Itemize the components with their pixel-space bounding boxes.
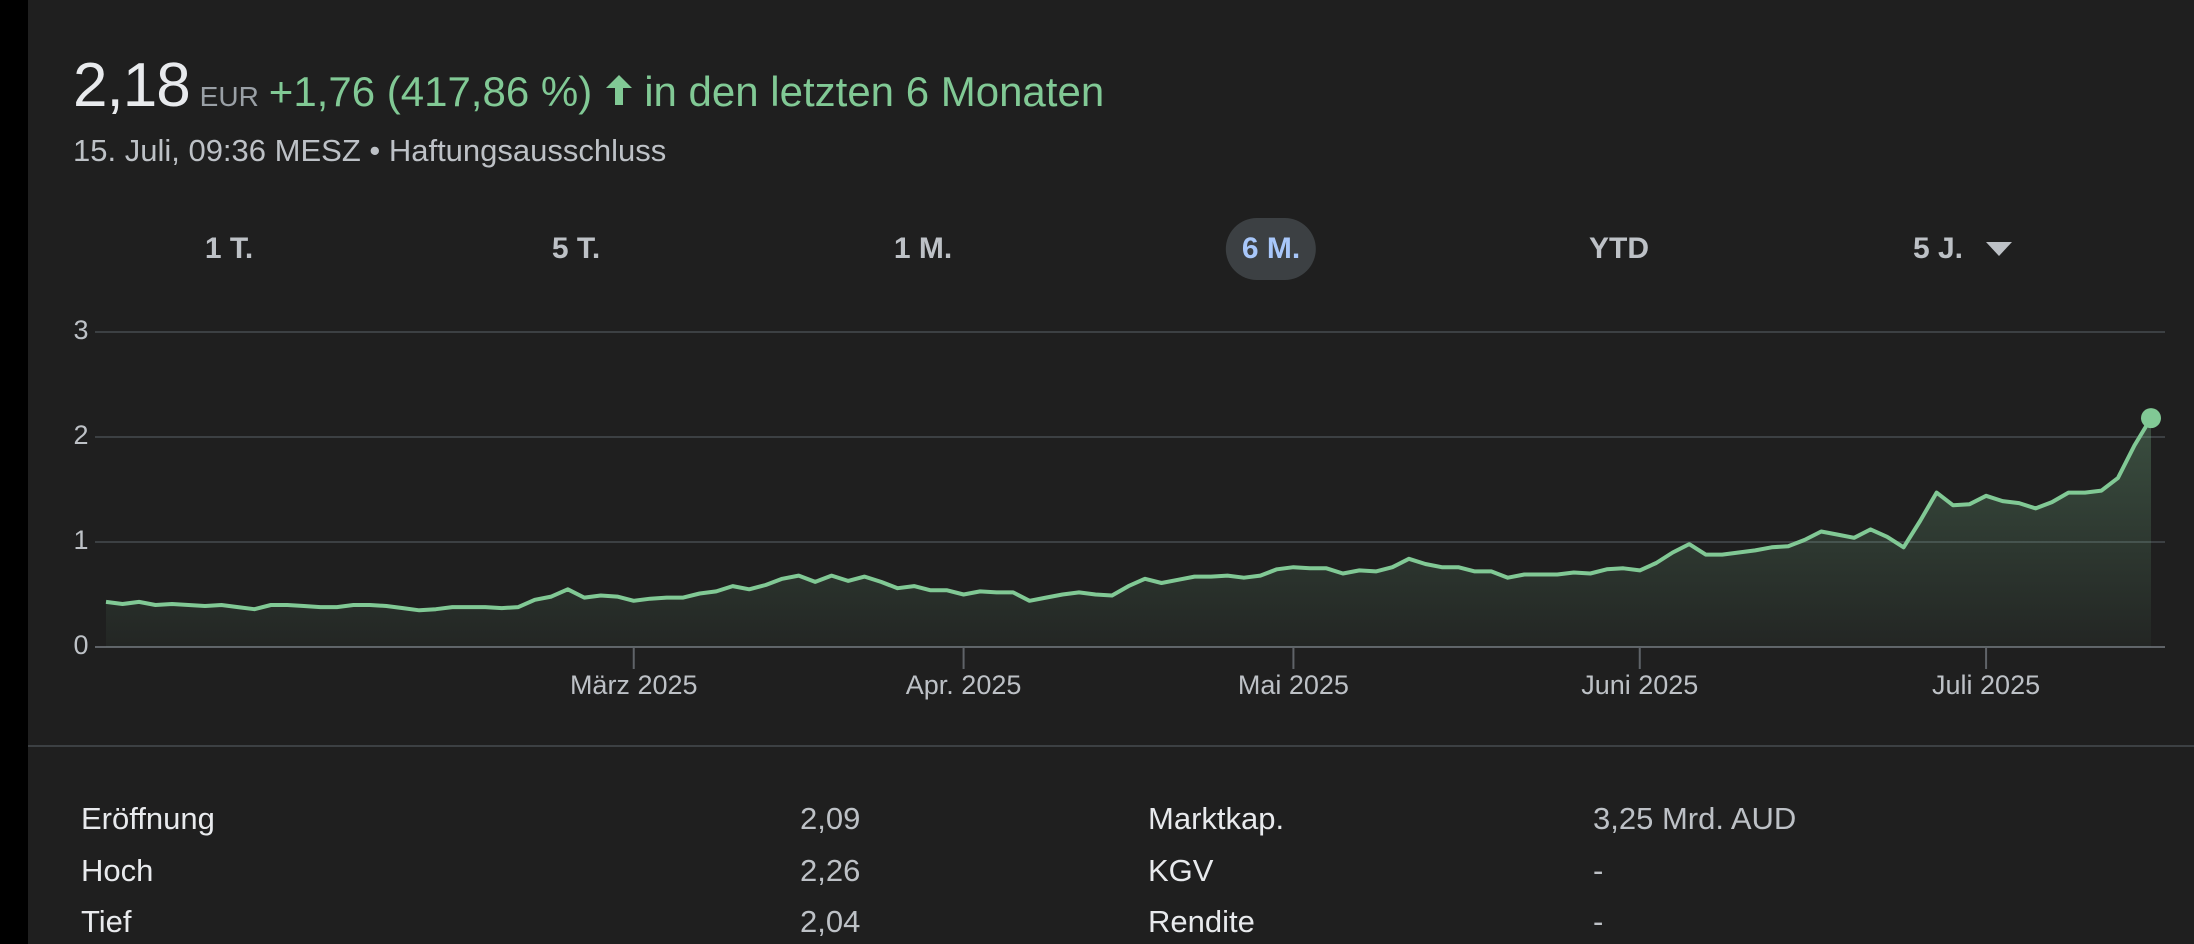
price-line [105,417,2153,613]
stat-label: Tief [81,904,132,939]
stat-label: Hoch [81,853,154,888]
up-arrow [606,74,633,105]
y-tick-label: 2 [73,420,88,450]
x-tick-label: Apr. 2025 [906,670,1022,700]
stat-value: 3,25 Mrd. AUD [1593,801,1797,836]
x-tick-label: Mai 2025 [1238,670,1349,700]
currency: EUR [199,81,259,112]
x-tick-label: Juni 2025 [1581,670,1698,700]
y-tick-label: 1 [73,525,88,555]
stat-label: Marktkap. [1148,801,1285,836]
range-button[interactable]: 1 M. [893,232,953,265]
side-strip [0,0,28,944]
stat-value: 2,09 [800,801,861,836]
stat-value: - [1593,904,1604,939]
stat-label: Eröffnung [81,801,215,836]
subtitle: 15. Juli, 09:36 MESZ • Haftungsausschlus… [73,133,667,168]
range-button[interactable]: YTD [1589,232,1649,265]
stat-label: KGV [1148,853,1214,888]
header: 2,18 EUR +1,76 (417,86 %) in den letzten… [73,50,1104,121]
end-dot [2141,408,2161,429]
x-tick-label: Juli 2025 [1932,670,2040,700]
area [106,418,2151,647]
stat-label: Rendite [1148,904,1255,939]
x-tick-label: März 2025 [570,670,698,700]
range-button[interactable]: 5 J. [1912,232,1964,265]
y-tick-label: 0 [73,630,88,660]
stat-value: 2,26 [800,853,861,888]
dropdown-icon[interactable] [1986,242,2012,256]
range-button[interactable]: 6 M. [1225,218,1317,280]
range-button[interactable]: 5 T. [551,232,601,265]
y-tick-label: 3 [73,315,88,345]
price: 2,18 [73,51,191,120]
period: in den letzten 6 Monaten [644,68,1105,115]
change: +1,76 (417,86 %) [268,68,593,115]
stat-value: - [1593,853,1604,888]
stat-value: 2,04 [800,904,861,939]
range-button[interactable]: 1 T. [204,232,254,265]
